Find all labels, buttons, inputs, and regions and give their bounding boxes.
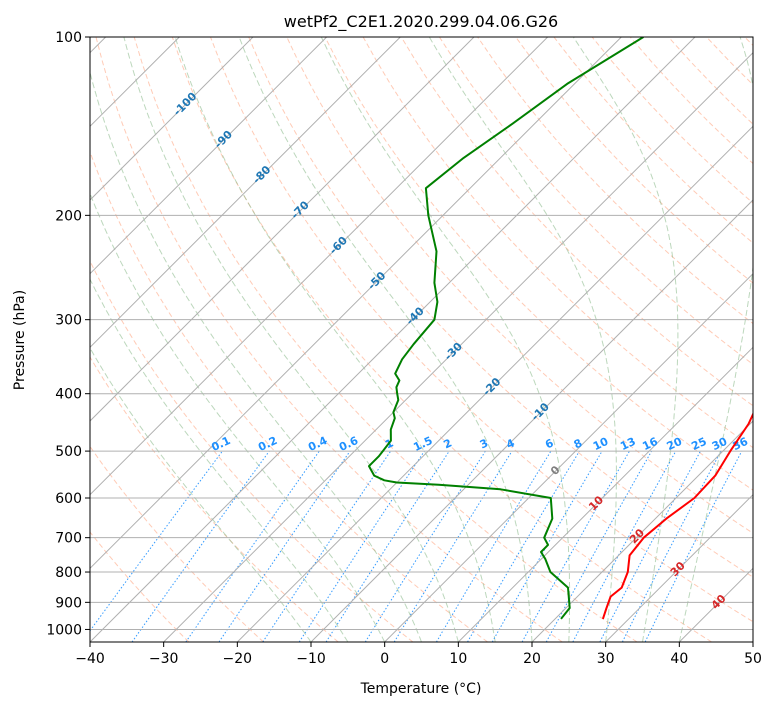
mixing-ratio-line xyxy=(131,450,270,642)
profile-series xyxy=(368,37,753,620)
isotherm-line xyxy=(605,493,753,642)
moist-adiabat xyxy=(572,37,679,642)
x-axis: −40 −30 −20 −10 0 10 20 30 40 50 xyxy=(75,642,762,667)
moist-adiabat xyxy=(238,37,533,642)
mixing-ratio-line xyxy=(572,450,677,642)
mixing-ratio-line xyxy=(393,450,513,642)
y-tick-label: 300 xyxy=(55,313,82,329)
x-tick-label: 50 xyxy=(744,651,762,667)
isotherm-line xyxy=(90,37,328,275)
mixing-ratio-line xyxy=(90,450,223,632)
dry-adiabat xyxy=(210,37,753,623)
mixing-ratio-line xyxy=(364,450,486,642)
y-axis: 100 200 300 400 500 600 700 800 900 1000 xyxy=(46,30,90,638)
x-tick-label: 20 xyxy=(523,651,541,667)
isotherm-line xyxy=(90,37,254,201)
x-tick-label: 0 xyxy=(380,651,389,667)
dry-adiabat xyxy=(90,531,190,642)
isotherm-line xyxy=(384,272,753,642)
y-tick-label: 200 xyxy=(55,208,82,224)
dry-adiabat xyxy=(90,445,264,642)
dry-adiabat xyxy=(90,356,339,642)
mixing-ratio-label: 20 xyxy=(665,435,685,453)
mixing-ratio-label: 30 xyxy=(710,435,730,453)
isotherm-line xyxy=(90,37,696,642)
moist-adiabat xyxy=(320,37,571,642)
moist-adiabat xyxy=(90,70,422,642)
isotherm-line xyxy=(90,37,549,496)
mixing-ratio-label: 36 xyxy=(731,435,751,453)
mixing-ratio-line xyxy=(325,450,450,642)
dry-adiabat xyxy=(133,37,638,642)
isotherm-line xyxy=(310,199,753,642)
mixing-ratio-line xyxy=(599,450,701,642)
x-tick-label: 10 xyxy=(449,651,467,667)
mixing-ratio-line xyxy=(545,450,653,642)
y-tick-label: 400 xyxy=(55,387,82,403)
y-tick-label: 800 xyxy=(55,565,82,581)
moist-adiabats xyxy=(90,37,753,642)
dry-adiabat xyxy=(515,37,753,284)
moist-adiabat xyxy=(90,278,349,642)
x-tick-label: −10 xyxy=(296,651,326,667)
x-tick-label: 30 xyxy=(597,651,615,667)
x-tick-label: −20 xyxy=(223,651,253,667)
dry-adiabat xyxy=(95,37,563,642)
mixing-ratio-line xyxy=(298,450,425,642)
dry-adiabat xyxy=(90,150,488,642)
y-tick-label: 900 xyxy=(55,595,82,611)
isotherm-line xyxy=(236,125,753,642)
x-tick-label: 40 xyxy=(670,651,688,667)
dry-adiabat xyxy=(438,37,753,366)
mixing-ratio-line xyxy=(521,450,630,642)
moist-adiabat xyxy=(428,37,617,642)
isotherm-line xyxy=(90,37,622,570)
y-tick-label: 600 xyxy=(55,491,82,507)
isotherm-line xyxy=(457,346,753,642)
mixing-ratio-line xyxy=(262,450,392,642)
y-tick-label: 1000 xyxy=(46,622,82,638)
plot-area: 0.1 0.2 0.4 0.6 1 1.5 2 3 4 6 8 10 13 16 20 25 30 36-100-… xyxy=(90,37,753,642)
x-tick-label: −40 xyxy=(75,651,105,667)
isotherm-line xyxy=(531,420,753,642)
mixing-ratio-line xyxy=(185,450,320,642)
y-tick-label: 700 xyxy=(55,531,82,547)
mixing-ratio-label: 16 xyxy=(640,435,660,453)
mixing-ratio-line xyxy=(218,450,351,642)
isotherm-line xyxy=(90,37,475,422)
dry-adiabat xyxy=(400,37,753,407)
dry-adiabat xyxy=(324,37,753,491)
chart-title: wetPf2_C2E1.2020.299.04.06.G26 xyxy=(284,12,558,32)
x-tick-label: −30 xyxy=(149,651,179,667)
moist-adiabat xyxy=(123,37,459,642)
dry-adiabat xyxy=(171,37,712,642)
moist-adiabat xyxy=(90,347,312,642)
moist-adiabat xyxy=(90,192,386,642)
y-axis-label: Pressure (hPa) xyxy=(12,290,28,390)
isotherm-line xyxy=(163,51,753,642)
dry-adiabats xyxy=(90,37,753,642)
mixing-ratio-label: 13 xyxy=(618,435,637,453)
y-tick-label: 500 xyxy=(55,444,82,460)
moist-adiabat xyxy=(678,37,753,642)
dry-adiabat xyxy=(248,37,753,578)
mixing-ratio-line xyxy=(644,450,743,642)
dewpoint-profile-line xyxy=(368,37,644,620)
moist-adiabat xyxy=(174,37,496,642)
isotherm-lines xyxy=(90,37,753,642)
x-axis-label: Temperature (°C) xyxy=(360,681,482,697)
temperature-profile-line xyxy=(601,411,753,620)
isotherm-line xyxy=(90,37,401,349)
mixing-ratio-label: 25 xyxy=(689,435,708,453)
isobar-gridlines xyxy=(90,37,753,630)
plot-frame xyxy=(89,36,754,643)
y-tick-label: 100 xyxy=(55,30,82,46)
mixing-ratio-label: 10 xyxy=(591,435,611,453)
